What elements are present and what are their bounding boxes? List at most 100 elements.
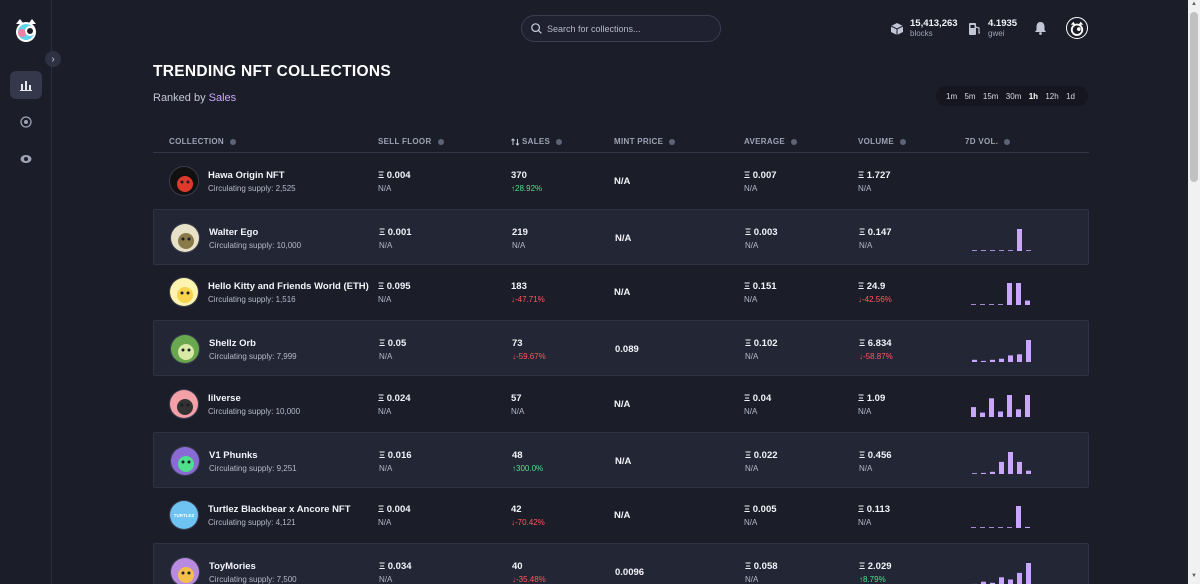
sidebar-item-radar[interactable] [10,108,42,136]
trend-arrow-icon: ↑ [511,184,515,193]
sparkline-bar [990,471,995,474]
ranking-metric-link[interactable]: Sales [208,92,237,104]
collection-name[interactable]: Hello Kitty and Friends World (ETH) [208,281,369,293]
scrollbar-thumb[interactable] [1190,12,1198,182]
column-header-average[interactable]: AVERAGE [744,137,798,146]
volume-sparkline [971,283,1030,306]
mint-price-value: N/A [614,398,631,410]
sparkline-bar [1016,506,1021,529]
collection-supply: Circulating supply: 10,000 [208,406,301,416]
sparkline-bar [981,249,986,251]
collection-avatar [169,277,199,308]
timeframe-5m[interactable]: 5m [964,91,976,101]
scroll-up-icon[interactable]: ▲ [1191,1,1197,7]
table-row[interactable]: Shellz Orb Circulating supply: 7,999 Ξ 0.0… [153,320,1089,377]
table-row[interactable]: V1 Phunks Circulating supply: 9,251 Ξ 0.01… [153,431,1089,488]
trend-arrow-icon: ↓ [512,352,516,362]
sales-change-value: N/A [511,406,525,416]
sparkline-bar [998,304,1003,306]
sales-change-value: -59.67% [516,352,546,362]
sell-floor-cell: Ξ 0.016 N/A [379,450,412,473]
collection-name[interactable]: Walter Ego [209,226,259,238]
sales-value: 57 [511,392,522,404]
collection-supply: Circulating supply: 1,516 [208,295,296,305]
table-row[interactable]: Walter Ego Circulating supply: 10,000 Ξ 0.… [153,208,1089,265]
column-header-7d-volume[interactable]: 7D VOL. [965,137,1011,146]
trend-arrow-icon: ↓ [858,295,862,305]
volume-sparkline [971,506,1030,529]
collection-name[interactable]: Turtlez Blackbear x Ancore NFT [208,504,351,516]
table-row[interactable]: TURTLEZ Turtlez Blackbear x Ancore NFT Cir… [153,487,1089,543]
collection-name[interactable]: Shellz Orb [209,338,256,350]
column-header-volume[interactable]: VOLUME [858,137,907,146]
sidebar-item-watchlist[interactable] [10,145,42,173]
sell-floor-cell: Ξ 0.05 N/A [379,338,406,361]
collection-supply: Circulating supply: 9,251 [209,463,297,473]
average-value: Ξ 0.04 [744,392,772,404]
collection-name[interactable]: Hawa Origin NFT [208,170,285,181]
scroll-down-icon[interactable]: ▼ [1191,573,1197,579]
sparkline-bar [980,412,985,417]
timeframe-15m[interactable]: 15m [982,91,999,101]
table-row[interactable]: ToyMories Circulating supply: 7,500 Ξ 0.03… [153,542,1089,584]
collection-name[interactable]: V1 Phunks [209,449,258,461]
timeframe-12h[interactable]: 12h [1045,91,1059,101]
average-value: Ξ 0.005 [744,504,777,516]
sparkline-bar [990,582,995,584]
average-sub: N/A [745,463,759,473]
sparkline-bar [971,406,976,417]
timeframe-30m[interactable]: 30m [1005,91,1022,101]
column-label: SALES [522,137,551,146]
search-bar[interactable] [521,15,721,42]
volume-change-value: 8.79% [863,574,886,584]
sparkline-bar [1025,394,1030,417]
sales-change: ↑28.92% [511,184,542,193]
notifications-button[interactable] [1034,21,1047,40]
column-label: SELL FLOOR [378,137,432,146]
table-row[interactable]: lilverse Circulating supply: 10,000 Ξ 0.02… [153,376,1089,432]
sales-change: ↓-59.67% [512,352,546,361]
table-row[interactable]: Hello Kitty and Friends World (ETH) Circu… [153,264,1089,320]
timeframe-1h[interactable]: 1h [1028,91,1039,101]
sell-floor-sub: N/A [378,184,392,193]
collection-name[interactable]: lilverse [208,392,241,404]
average-value: Ξ 0.003 [745,226,778,238]
bar-chart-icon [20,81,32,91]
app-logo-icon[interactable] [13,18,39,42]
table-row[interactable]: Hawa Origin NFT Circulating supply: 2,525… [153,153,1089,209]
sparkline-bar [1026,340,1031,363]
volume-change: N/A [859,241,892,250]
volume-value: Ξ 2.029 [859,560,892,572]
volume-cell: Ξ 1.09 N/A [858,393,885,416]
search-input[interactable] [547,23,707,34]
sidebar-item-trending[interactable] [10,71,42,99]
column-label: VOLUME [858,137,895,146]
volume-cell: Ξ 1.727 N/A [858,170,891,193]
block-stat: 15,413,263 blocks [890,18,958,39]
column-header-collection[interactable]: COLLECTION [169,137,236,146]
mint-price-value: N/A [614,287,631,299]
sell-floor-value: Ξ 0.004 [378,504,411,516]
page-scrollbar[interactable]: ▲ ▼ [1188,0,1200,584]
column-header-sales[interactable]: SALES [511,137,563,146]
volume-sparkline [971,167,1031,197]
collection-name[interactable]: ToyMories [209,560,256,572]
sales-cell: 73 ↓-59.67% [512,338,546,361]
column-label: 7D VOL. [965,137,999,146]
timeframe-1m[interactable]: 1m [946,91,958,101]
timeframe-1d[interactable]: 1d [1066,91,1075,101]
average-sub: N/A [744,518,758,528]
trend-arrow-icon: ↑ [512,463,516,473]
column-header-sell-floor[interactable]: SELL FLOOR [378,137,444,146]
sparkline-bar [1017,572,1022,584]
column-header-mint-price[interactable]: MINT PRICE [614,137,676,146]
volume-change-value: -58.87% [863,352,893,362]
trend-arrow-icon: ↓ [859,352,863,362]
user-avatar[interactable] [1066,17,1088,39]
sales-change: ↑300.0% [512,464,543,473]
sidebar-collapse-button[interactable]: › [45,51,61,67]
sales-change: ↓-35.48% [512,575,546,584]
sales-value: 73 [512,338,523,350]
sales-cell: 57 N/A [511,393,524,416]
sparkline-bar [999,358,1004,363]
